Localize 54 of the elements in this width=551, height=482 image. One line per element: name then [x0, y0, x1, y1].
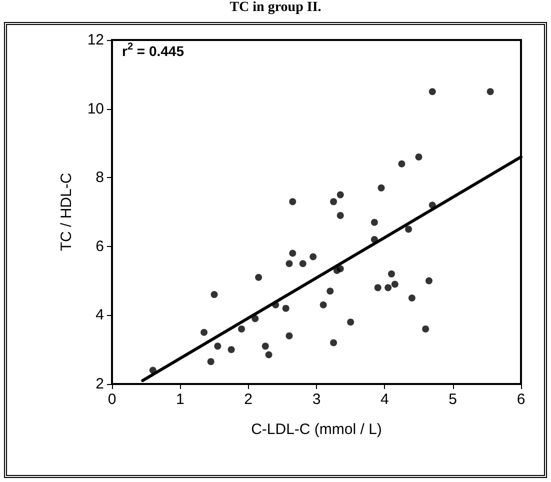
point [336, 191, 344, 198]
point [330, 198, 338, 206]
x-tick-label: 4 [380, 391, 389, 408]
y-tick-label: 10 [87, 100, 104, 118]
point [347, 318, 354, 326]
point [330, 339, 338, 346]
y-tick-label: 6 [96, 238, 104, 255]
y-tick-label: 4 [96, 306, 104, 324]
point [336, 265, 344, 272]
point [405, 226, 412, 233]
point [286, 332, 293, 340]
point [425, 277, 432, 284]
point [255, 274, 262, 281]
point [370, 218, 378, 226]
x-tick-label: 5 [448, 391, 458, 408]
point [428, 88, 436, 96]
y-tick-label: 2 [96, 376, 104, 392]
chart-title: TC in group II. [228, 0, 322, 16]
point [210, 291, 218, 298]
x-tick-label: 0 [108, 391, 116, 408]
point [408, 294, 416, 302]
y-tick-label: 8 [96, 169, 104, 186]
x-tick-label: 3 [312, 391, 321, 408]
point [486, 88, 494, 96]
point [388, 270, 395, 278]
point [320, 301, 327, 308]
point [310, 253, 317, 260]
point [214, 342, 222, 350]
point [299, 260, 306, 268]
point [265, 351, 272, 358]
point [228, 346, 235, 354]
point [326, 288, 334, 295]
point [289, 250, 296, 257]
x-axis-title: C-LDL-C (mmol / L) [251, 421, 382, 438]
point [207, 358, 214, 366]
point [282, 304, 290, 312]
point [374, 284, 382, 292]
point [384, 284, 392, 292]
point [378, 184, 385, 192]
point [422, 325, 430, 332]
x-tick-label: 2 [244, 391, 253, 408]
point [398, 160, 406, 168]
point [415, 153, 422, 160]
y-axis-title: TC / HDL-C [58, 172, 75, 252]
x-tick-label: 6 [516, 391, 526, 408]
point [262, 342, 269, 350]
x-tick-label: 1 [176, 391, 184, 408]
point [286, 260, 293, 268]
point [336, 212, 344, 219]
point [391, 280, 398, 288]
point [238, 325, 246, 332]
point [200, 328, 208, 336]
point [289, 198, 296, 206]
y-tick-label: 12 [87, 32, 104, 48]
